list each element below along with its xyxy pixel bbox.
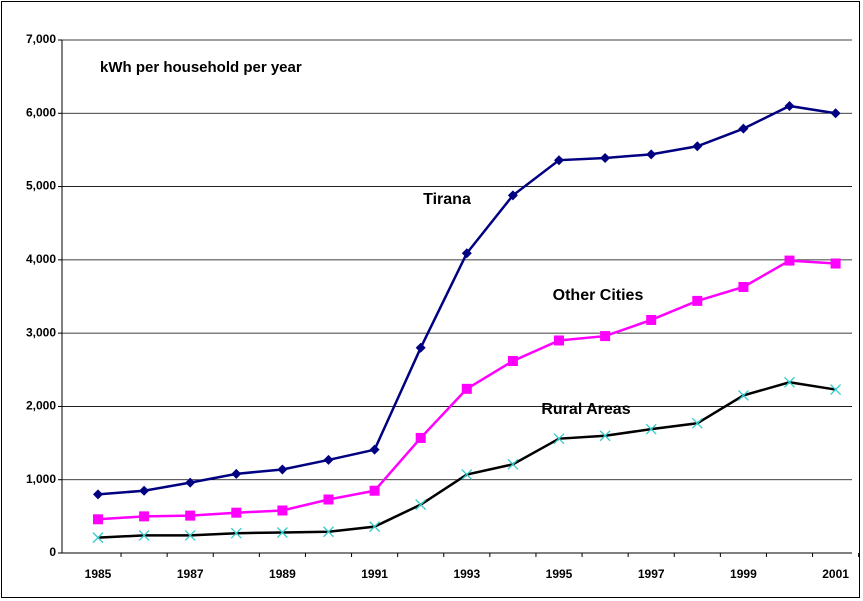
marker — [323, 526, 334, 538]
marker — [784, 255, 795, 266]
marker — [830, 384, 842, 396]
marker — [646, 314, 657, 325]
x-tick-label: 1987 — [177, 567, 204, 581]
y-tick-label: 1,000 — [26, 472, 56, 486]
marker — [231, 507, 242, 518]
marker — [600, 152, 611, 163]
marker — [138, 529, 150, 541]
marker — [507, 190, 518, 201]
marker — [184, 529, 196, 541]
marker — [461, 469, 473, 481]
y-tick-label: 0 — [49, 545, 56, 559]
series-label: Other Cities — [553, 287, 644, 304]
x-tick-label: 1997 — [638, 567, 665, 581]
marker — [277, 505, 288, 516]
marker — [738, 281, 749, 292]
marker — [369, 521, 381, 533]
marker — [230, 527, 242, 539]
marker — [738, 123, 749, 134]
marker — [415, 342, 426, 353]
marker — [277, 464, 288, 475]
marker — [646, 149, 657, 160]
marker — [507, 355, 518, 366]
series-label: Tirana — [423, 191, 471, 208]
marker — [93, 489, 103, 500]
series-label: Rural Areas — [541, 401, 630, 418]
x-tick-label: 1995 — [546, 567, 573, 581]
marker — [507, 458, 519, 470]
x-tick-label: 1993 — [453, 567, 480, 581]
marker — [784, 376, 795, 388]
marker — [553, 433, 565, 445]
x-tick-label: 1985 — [85, 567, 112, 581]
marker — [323, 494, 334, 505]
marker — [691, 417, 703, 429]
marker — [139, 485, 150, 496]
marker — [692, 295, 703, 306]
marker — [830, 108, 841, 119]
y-tick-label: 5,000 — [26, 179, 56, 193]
marker — [600, 331, 611, 342]
marker — [415, 499, 427, 511]
marker — [92, 532, 104, 544]
x-tick-label: 1999 — [730, 567, 757, 581]
marker — [93, 514, 103, 525]
marker — [323, 454, 334, 465]
marker — [369, 485, 380, 496]
y-tick-label: 7,000 — [26, 32, 56, 46]
marker — [461, 383, 472, 394]
y-tick-label: 3,000 — [26, 325, 56, 339]
chart-title: kWh per household per year — [100, 59, 302, 76]
marker — [185, 510, 196, 521]
marker — [645, 423, 657, 435]
x-tick-label: 2001 — [822, 567, 849, 581]
marker — [369, 444, 380, 455]
y-tick-label: 2,000 — [26, 399, 56, 413]
y-tick-label: 4,000 — [26, 252, 56, 266]
marker — [554, 335, 564, 346]
marker — [231, 468, 242, 479]
marker — [599, 430, 611, 442]
marker — [461, 248, 472, 259]
y-tick-label: 6,000 — [26, 105, 56, 119]
marker — [139, 511, 150, 522]
marker — [185, 477, 196, 488]
marker — [276, 527, 288, 538]
marker — [415, 432, 426, 443]
x-tick-label: 1989 — [269, 567, 296, 581]
marker — [784, 100, 795, 111]
x-tick-label: 1991 — [361, 567, 388, 581]
marker — [737, 389, 749, 401]
marker — [692, 141, 703, 152]
marker — [830, 258, 841, 269]
marker — [554, 155, 564, 166]
